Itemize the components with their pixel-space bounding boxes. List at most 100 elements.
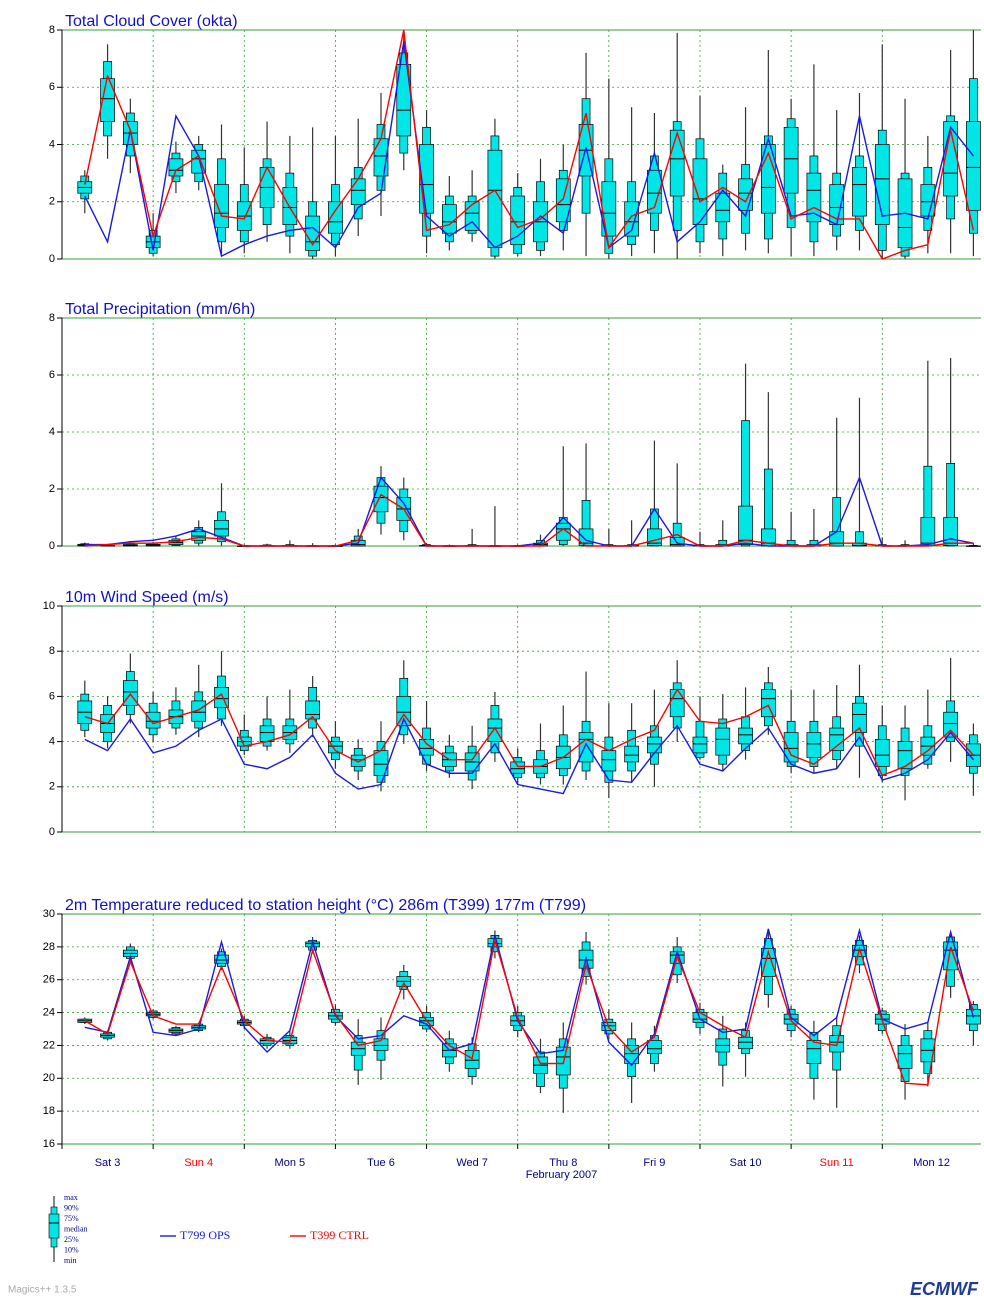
y-tick-label: 26 — [43, 974, 55, 986]
box-25-75 — [783, 126, 799, 194]
y-tick-label: 20 — [43, 1072, 55, 1084]
logo: ECMWF — [910, 1279, 979, 1298]
y-tick-label: 8 — [49, 645, 55, 657]
y-tick-label: 0 — [49, 826, 55, 838]
y-tick-label: 2 — [49, 483, 55, 495]
y-tick-label: 4 — [49, 138, 55, 150]
box-25-75 — [282, 187, 298, 226]
box-25-75 — [806, 732, 822, 758]
box-25-75 — [487, 718, 503, 742]
box-25-75 — [738, 178, 753, 211]
panel-title: 10m Wind Speed (m/s) — [65, 589, 229, 606]
box-25-75 — [715, 727, 731, 756]
box-25-75 — [555, 522, 571, 541]
box-25-75 — [738, 1036, 753, 1050]
box-25-75 — [214, 954, 229, 964]
box-25-75 — [966, 121, 981, 211]
legend-box-label: 90% — [64, 1203, 79, 1212]
box-25-75 — [829, 727, 845, 751]
y-tick-label: 16 — [43, 1138, 55, 1150]
x-tick-label: Mon 5 — [275, 1157, 306, 1169]
y-tick-label: 10 — [43, 600, 55, 612]
box-25-75 — [669, 537, 685, 547]
x-tick-label: Sat 3 — [95, 1157, 121, 1169]
forecast-line — [84, 493, 974, 547]
forecast-line — [84, 927, 975, 1067]
y-tick-label: 4 — [49, 426, 55, 438]
box-25-75 — [647, 736, 662, 754]
x-tick-label: Sun 4 — [184, 1157, 213, 1169]
box-10-90 — [741, 420, 750, 547]
box-25-75 — [259, 725, 275, 742]
box-25-75 — [510, 761, 526, 774]
y-tick-label: 0 — [49, 253, 55, 265]
box-25-75 — [692, 736, 708, 754]
legend-line-label: T399 CTRL — [310, 1228, 369, 1242]
legend-box-25-75 — [48, 1213, 60, 1239]
y-tick-label: 30 — [43, 908, 55, 920]
x-tick-label: Fri 9 — [643, 1157, 665, 1169]
x-tick-label: Wed 7 — [456, 1157, 488, 1169]
y-tick-label: 8 — [49, 312, 55, 324]
box-25-75 — [738, 505, 753, 545]
legend-box-label: min — [64, 1256, 76, 1265]
box-25-75 — [578, 732, 594, 763]
box-25-75 — [897, 741, 913, 770]
box-25-75 — [943, 941, 958, 971]
y-tick-label: 2 — [49, 196, 55, 208]
x-tick-label: Thu 8 — [549, 1157, 577, 1169]
box-25-75 — [852, 167, 867, 217]
box-25-75 — [328, 741, 343, 754]
box-25-75 — [738, 727, 753, 745]
box-25-75 — [350, 754, 366, 767]
box-25-75 — [624, 745, 639, 763]
box-25-75 — [624, 201, 639, 237]
box-25-75 — [874, 144, 890, 226]
legend-box-label: 10% — [64, 1245, 79, 1254]
panel-title: Total Precipitation (mm/6h) — [65, 301, 255, 318]
box-25-75 — [669, 689, 685, 718]
x-tick-label: Tue 6 — [367, 1157, 395, 1169]
x-axis-label: February 2007 — [526, 1169, 598, 1181]
y-tick-label: 22 — [43, 1039, 55, 1051]
box-25-75 — [214, 184, 229, 228]
box-25-75 — [328, 201, 343, 234]
box-25-75 — [647, 1040, 662, 1054]
legend-box-label: max — [64, 1193, 78, 1202]
x-tick-label: Sun 11 — [820, 1157, 854, 1169]
box-25-75 — [419, 738, 434, 756]
y-tick-label: 6 — [49, 690, 55, 702]
box-25-75 — [806, 1040, 822, 1064]
legend-box-label: 75% — [64, 1214, 79, 1223]
box-25-75 — [464, 1050, 480, 1069]
panel-title: 2m Temperature reduced to station height… — [65, 897, 586, 914]
y-tick-label: 8 — [49, 24, 55, 36]
y-tick-label: 0 — [49, 540, 55, 552]
box-25-75 — [647, 169, 662, 214]
box-25-75 — [555, 178, 571, 223]
y-tick-label: 28 — [43, 941, 55, 953]
box-10-90 — [946, 463, 955, 547]
x-tick-label: Sat 10 — [730, 1157, 762, 1169]
box-25-75 — [145, 711, 161, 729]
box-25-75 — [191, 700, 207, 722]
y-tick-label: 24 — [43, 1006, 55, 1018]
software-credit: Magics++ 1.3.5 — [8, 1285, 77, 1296]
y-tick-label: 6 — [49, 369, 55, 381]
box-25-75 — [852, 702, 867, 733]
box-25-75 — [464, 201, 480, 231]
box-25-75 — [669, 129, 685, 197]
panel-title: Total Cloud Cover (okta) — [65, 13, 238, 30]
legend-box-label: median — [64, 1224, 88, 1233]
box-25-75 — [191, 149, 207, 174]
y-tick-label: 18 — [43, 1105, 55, 1117]
forecast-line — [84, 688, 974, 777]
forecast-line — [84, 940, 975, 1086]
box-25-75 — [897, 1045, 913, 1069]
box-25-75 — [943, 711, 958, 738]
box-25-75 — [783, 732, 799, 763]
y-tick-label: 6 — [49, 81, 55, 93]
box-25-75 — [715, 192, 731, 223]
